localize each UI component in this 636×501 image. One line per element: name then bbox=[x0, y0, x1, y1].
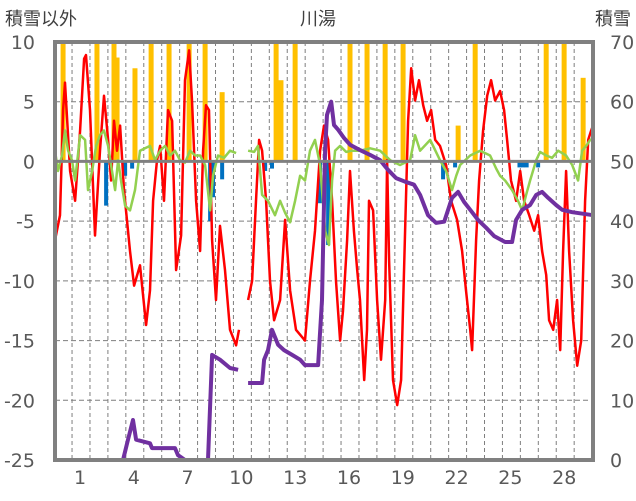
bar-positive bbox=[273, 42, 279, 162]
right-tick-label: 20 bbox=[610, 331, 634, 353]
left-tick-label: -25 bbox=[4, 450, 35, 472]
left-tick-label: 10 bbox=[11, 32, 35, 54]
x-tick-label: 19 bbox=[391, 467, 415, 489]
bar-negative bbox=[123, 161, 128, 176]
plot-frame bbox=[53, 40, 595, 462]
x-tick-label: 10 bbox=[229, 467, 253, 489]
bar-negative bbox=[453, 161, 458, 168]
bar-negative bbox=[517, 161, 522, 168]
left-tick-label: -20 bbox=[4, 390, 35, 412]
bar-negative bbox=[441, 161, 446, 180]
bar-positive bbox=[455, 125, 461, 162]
x-tick-label: 22 bbox=[445, 467, 469, 489]
bar-negative bbox=[220, 161, 225, 180]
left-tick-label: 0 bbox=[23, 151, 35, 173]
tick-labels: -25 -20 -15 -10 -5 0 5 10 0 10 20 30 40 50 60 70 1 4 7 10 13… bbox=[4, 32, 634, 489]
bar-negative bbox=[521, 161, 526, 168]
right-tick-label: 10 bbox=[610, 390, 634, 412]
plot-border bbox=[53, 40, 595, 462]
bar-positive bbox=[400, 42, 406, 162]
bar-positive bbox=[94, 42, 100, 162]
bar-positive bbox=[278, 80, 284, 162]
x-tick-label: 25 bbox=[498, 467, 522, 489]
x-tick-label: 7 bbox=[182, 467, 194, 489]
bar-negative bbox=[536, 161, 541, 168]
right-axis-title: 積雪 bbox=[595, 9, 631, 30]
right-tick-label: 40 bbox=[610, 211, 634, 233]
bar-negative bbox=[326, 161, 331, 246]
bar-positive bbox=[114, 57, 120, 162]
bar-negative bbox=[263, 161, 268, 171]
bar-positive bbox=[219, 92, 225, 162]
series-line-purple bbox=[55, 99, 594, 462]
left-axis-title: 積雪以外 bbox=[5, 9, 77, 30]
bar-positive bbox=[580, 77, 586, 162]
bar-positive bbox=[347, 42, 353, 162]
chart-title: 川湯 bbox=[300, 9, 336, 30]
bar-positive bbox=[292, 42, 298, 162]
bar-positive bbox=[543, 42, 549, 162]
bar-positive bbox=[561, 42, 567, 162]
bar-positive bbox=[472, 42, 478, 162]
bar-positive bbox=[364, 42, 370, 162]
left-tick-label: -5 bbox=[16, 211, 35, 233]
x-tick-label: 4 bbox=[128, 467, 140, 489]
x-tick-label: 1 bbox=[74, 467, 86, 489]
bar-positive bbox=[111, 42, 117, 162]
bar-negative bbox=[524, 161, 529, 168]
right-tick-label: 60 bbox=[610, 92, 634, 114]
right-tick-label: 70 bbox=[610, 32, 634, 54]
left-tick-label: 5 bbox=[23, 92, 35, 114]
x-tick-label: 28 bbox=[552, 467, 576, 489]
bar-positive bbox=[132, 68, 138, 162]
right-tick-label: 0 bbox=[610, 450, 622, 472]
right-tick-label: 30 bbox=[610, 271, 634, 293]
bar-negative bbox=[318, 161, 323, 204]
left-tick-label: -10 bbox=[4, 271, 35, 293]
x-tick-label: 16 bbox=[337, 467, 361, 489]
series-line-green bbox=[53, 129, 594, 247]
bar-positive bbox=[166, 42, 172, 162]
left-tick-label: -15 bbox=[4, 331, 35, 353]
bar-positive bbox=[202, 42, 208, 162]
x-tick-label: 13 bbox=[283, 467, 307, 489]
bar-negative bbox=[104, 161, 109, 206]
right-tick-label: 50 bbox=[610, 151, 634, 173]
series-line-red bbox=[53, 49, 595, 407]
bar-negative bbox=[130, 161, 135, 169]
series-lines bbox=[53, 49, 595, 462]
bar-positive bbox=[186, 42, 192, 162]
bar-negative bbox=[269, 161, 274, 169]
bar-positive bbox=[382, 42, 388, 162]
bar-positive bbox=[148, 42, 154, 162]
